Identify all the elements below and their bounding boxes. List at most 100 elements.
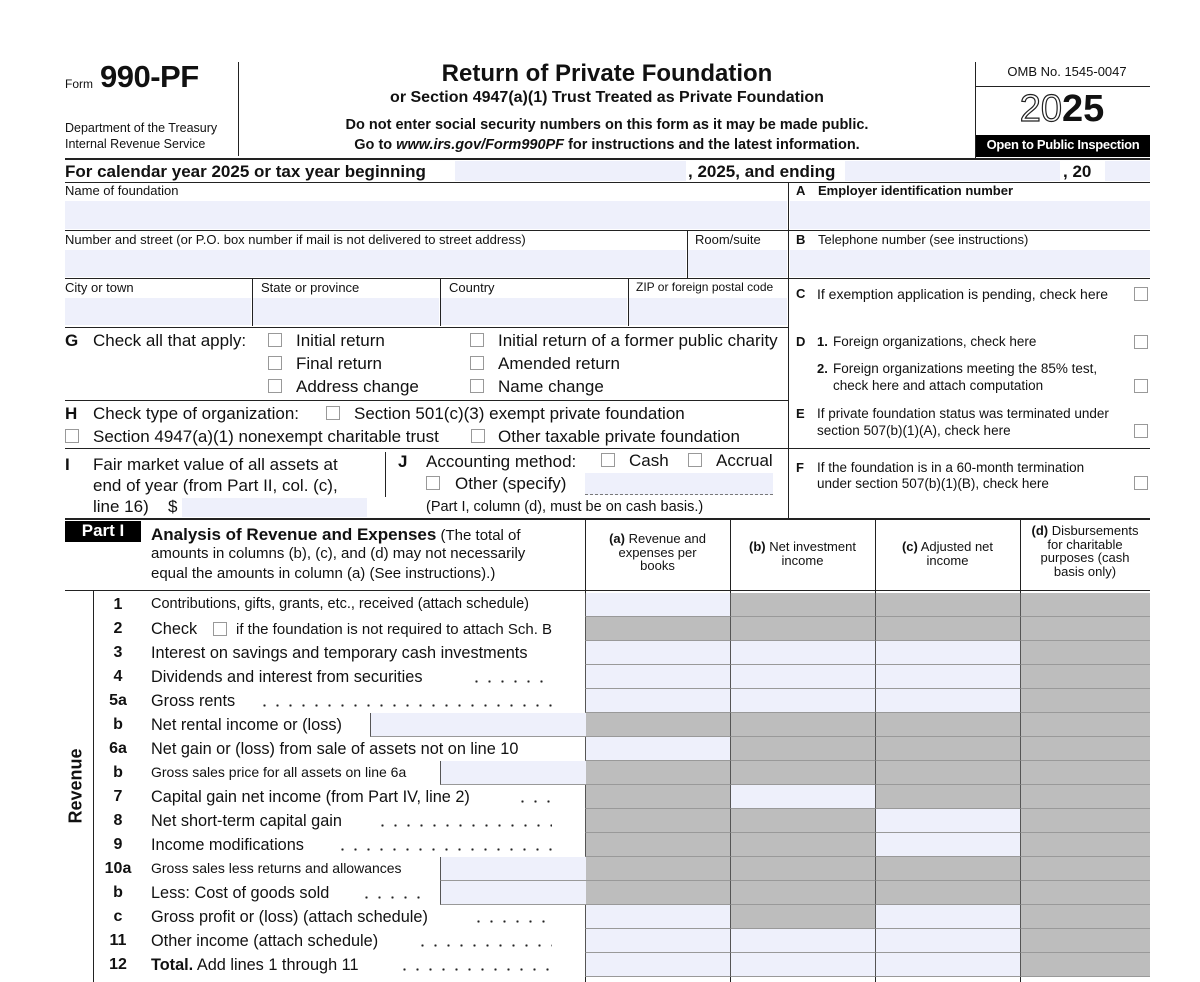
amount-cell[interactable] [875, 809, 1020, 833]
input-field[interactable] [65, 250, 686, 277]
shaded-cell [585, 833, 730, 857]
checkbox[interactable] [470, 379, 484, 393]
checkbox[interactable] [601, 453, 615, 467]
item-label: If private foundation status was termina… [817, 406, 1109, 421]
amount-cell[interactable] [875, 929, 1020, 953]
checkbox[interactable] [65, 429, 79, 443]
rule [65, 278, 1150, 279]
amount-cell[interactable] [585, 689, 730, 713]
input-field[interactable] [455, 161, 686, 181]
shaded-cell [1020, 929, 1150, 953]
amount-cell[interactable] [585, 737, 730, 761]
amount-cell[interactable] [875, 833, 1020, 857]
column-key: (d) [1031, 523, 1049, 538]
amount-cell[interactable] [585, 905, 730, 929]
input-field[interactable] [441, 298, 627, 325]
input-field[interactable] [845, 161, 1060, 181]
amount-cell[interactable] [875, 953, 1020, 977]
field-label: ZIP or foreign postal code [636, 280, 774, 294]
checkbox[interactable] [1134, 287, 1148, 301]
checkbox[interactable] [470, 356, 484, 370]
rule [65, 400, 788, 401]
checkbox[interactable] [1134, 424, 1148, 438]
input-field[interactable] [629, 298, 787, 325]
amount-cell[interactable] [585, 665, 730, 689]
checkbox[interactable] [268, 356, 282, 370]
input-field[interactable] [440, 881, 586, 905]
title: Analysis of Revenue and Expenses [151, 525, 437, 544]
option-label: Section 4947(a)(1) nonexempt charitable … [93, 427, 439, 446]
amount-cell[interactable] [730, 665, 875, 689]
amount-cell[interactable] [585, 641, 730, 665]
checkbox[interactable] [268, 379, 282, 393]
column-text: Adjusted net income [917, 539, 994, 568]
amount-cell[interactable] [875, 641, 1020, 665]
shaded-cell [730, 713, 875, 737]
rule [385, 452, 386, 497]
rule [65, 327, 788, 328]
checkbox[interactable] [1134, 335, 1148, 349]
item-letter: A [796, 183, 806, 198]
rule [975, 62, 976, 158]
amount-cell[interactable] [875, 665, 1020, 689]
shaded-cell [1020, 761, 1150, 785]
line-number: 12 [109, 956, 127, 973]
input-field[interactable] [370, 713, 586, 737]
line-label: Check [151, 620, 198, 638]
shaded-cell [585, 809, 730, 833]
input-field[interactable] [65, 298, 251, 325]
amount-cell[interactable] [585, 953, 730, 977]
shaded-cell [730, 617, 875, 641]
input-field[interactable] [182, 498, 367, 517]
field-label: State or province [261, 280, 360, 295]
input-field[interactable] [790, 201, 1150, 229]
dot-leader [336, 848, 552, 851]
input-field[interactable] [585, 473, 773, 495]
column-key: (c) [901, 539, 918, 554]
dot-leader [258, 704, 552, 707]
input-field[interactable] [440, 761, 586, 785]
rule [65, 590, 1150, 591]
line-label: Dividends and interest from securities [151, 668, 423, 686]
item-letter: F [796, 460, 804, 475]
amount-cell[interactable] [730, 929, 875, 953]
amount-cell[interactable] [730, 953, 875, 977]
checkbox[interactable] [688, 453, 702, 467]
checkbox[interactable] [213, 622, 227, 636]
part-desc: equal the amounts in column (a) (See ins… [151, 565, 496, 582]
input-field[interactable] [440, 857, 586, 881]
amount-cell[interactable] [730, 689, 875, 713]
amount-cell[interactable] [585, 929, 730, 953]
checkbox[interactable] [326, 406, 340, 420]
shaded-cell [1020, 737, 1150, 761]
checkbox[interactable] [1134, 476, 1148, 490]
line-label: Gross sales less returns and allowances [151, 860, 402, 876]
line-number: 6a [109, 740, 127, 757]
amount-cell[interactable] [585, 593, 730, 617]
input-field[interactable] [1105, 161, 1150, 181]
checkbox[interactable] [470, 333, 484, 347]
checkbox[interactable] [268, 333, 282, 347]
line-label: Gross rents [151, 692, 236, 710]
input-field[interactable] [65, 201, 787, 229]
dot-leader [398, 968, 552, 971]
year-outline: 20 [1019, 88, 1062, 130]
rule [976, 86, 1150, 87]
input-field[interactable] [688, 250, 787, 277]
input-field[interactable] [790, 250, 1150, 277]
amount-cell[interactable] [730, 641, 875, 665]
line-number: 9 [113, 836, 123, 853]
amount-cell[interactable] [875, 905, 1020, 929]
amount-cell[interactable] [875, 689, 1020, 713]
shaded-cell [730, 857, 875, 881]
checkbox[interactable] [426, 476, 440, 490]
input-field[interactable] [253, 298, 439, 325]
shaded-cell [875, 737, 1020, 761]
checkbox[interactable] [471, 429, 485, 443]
amount-cell[interactable] [730, 785, 875, 809]
item-label: Check all that apply: [93, 331, 247, 350]
checkbox[interactable] [1134, 379, 1148, 393]
line-label: Gross profit or (loss) (attach schedule) [151, 908, 428, 926]
link: www.irs.gov/Form990PF [396, 137, 565, 153]
